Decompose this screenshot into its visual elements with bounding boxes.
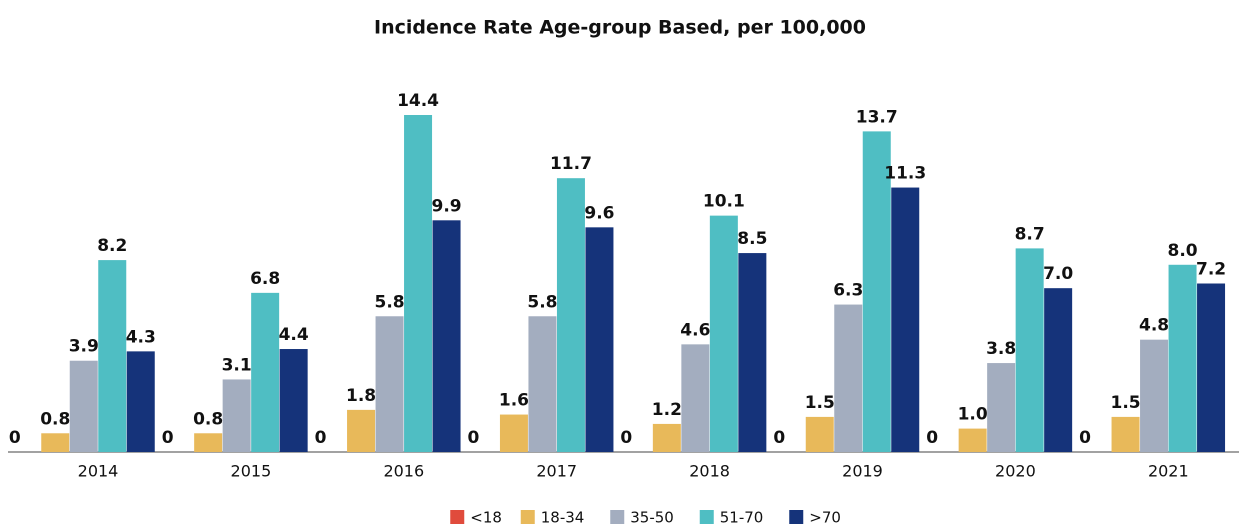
bar [1111, 416, 1140, 452]
bar [41, 433, 70, 452]
legend-label: 51-70 [720, 509, 764, 527]
value-label: 0.8 [40, 409, 70, 429]
bar [499, 414, 528, 452]
value-label: 3.1 [222, 355, 252, 375]
bar [222, 379, 251, 452]
legend-swatch [610, 510, 625, 524]
legend-label: <18 [470, 509, 502, 527]
x-tick-label: 2019 [842, 462, 883, 481]
x-tick-label: 2020 [995, 462, 1036, 481]
bar [805, 416, 834, 452]
value-label: 1.0 [958, 405, 988, 425]
value-label: 0 [926, 428, 938, 448]
bar [375, 316, 404, 452]
bar [528, 316, 557, 452]
value-label: 10.1 [703, 192, 745, 212]
value-label: 4.4 [279, 325, 309, 345]
bar [1168, 264, 1197, 452]
value-label: 14.4 [397, 91, 439, 111]
bar [404, 115, 433, 452]
bar [279, 349, 308, 452]
bar [1140, 339, 1169, 452]
legend-swatch [699, 510, 714, 524]
bar [652, 423, 681, 452]
x-tick-label: 2014 [78, 462, 119, 481]
bar [126, 351, 155, 452]
value-label: 4.8 [1139, 316, 1169, 336]
value-label: 0.8 [193, 409, 223, 429]
bar [432, 220, 461, 452]
value-label: 8.2 [97, 236, 127, 256]
value-label: 5.8 [374, 292, 404, 312]
value-label: 3.8 [986, 339, 1016, 359]
legend-swatch [789, 510, 804, 524]
value-label: 11.7 [550, 154, 592, 174]
value-label: 0 [9, 428, 21, 448]
legend-swatch [520, 510, 535, 524]
value-label: 6.3 [833, 281, 863, 301]
value-label: 4.6 [680, 320, 710, 340]
bar [709, 215, 738, 452]
legend-label: >70 [809, 509, 841, 527]
bar [585, 227, 614, 452]
bar [347, 409, 376, 452]
legend-swatch [450, 510, 465, 524]
value-label: 8.5 [737, 229, 767, 249]
value-label: 4.3 [126, 327, 156, 347]
value-label: 0 [315, 428, 327, 448]
bar [987, 363, 1016, 452]
bar [1197, 283, 1226, 452]
x-tick-label: 2017 [536, 462, 577, 481]
bar [834, 304, 863, 452]
value-label: 1.5 [805, 393, 835, 413]
value-label: 0 [468, 428, 480, 448]
value-label: 8.7 [1015, 224, 1045, 244]
legend-label: 18-34 [541, 509, 585, 527]
x-tick-label: 2016 [383, 462, 424, 481]
value-label: 7.0 [1043, 264, 1073, 284]
value-label: 9.6 [584, 203, 614, 223]
legend-label: 35-50 [630, 509, 674, 527]
value-label: 0 [773, 428, 785, 448]
chart-title: Incidence Rate Age-group Based, per 100,… [374, 17, 866, 39]
x-tick-label: 2021 [1148, 462, 1189, 481]
x-tick-label: 2018 [689, 462, 730, 481]
bar [862, 131, 891, 452]
bar [891, 187, 920, 452]
value-label: 3.9 [69, 337, 99, 357]
bar [194, 433, 223, 452]
bar [1015, 248, 1044, 452]
x-tick-label: 2015 [231, 462, 272, 481]
bar [556, 178, 585, 452]
value-label: 0 [620, 428, 632, 448]
value-label: 13.7 [856, 107, 898, 127]
value-label: 0 [1079, 428, 1091, 448]
value-label: 0 [162, 428, 174, 448]
value-label: 9.9 [431, 196, 461, 216]
value-label: 11.3 [884, 164, 926, 184]
value-label: 1.5 [1110, 393, 1140, 413]
value-label: 1.8 [346, 386, 376, 406]
bar [958, 428, 987, 452]
bar [69, 360, 98, 452]
value-label: 5.8 [527, 292, 557, 312]
value-label: 1.6 [499, 391, 529, 411]
bar [738, 253, 767, 452]
value-label: 1.2 [652, 400, 682, 420]
value-label: 6.8 [250, 269, 280, 289]
value-label: 8.0 [1167, 241, 1197, 261]
bar [251, 292, 280, 452]
bar [1044, 288, 1073, 452]
value-label: 7.2 [1196, 260, 1226, 280]
bar [98, 260, 127, 452]
bar [681, 344, 710, 452]
